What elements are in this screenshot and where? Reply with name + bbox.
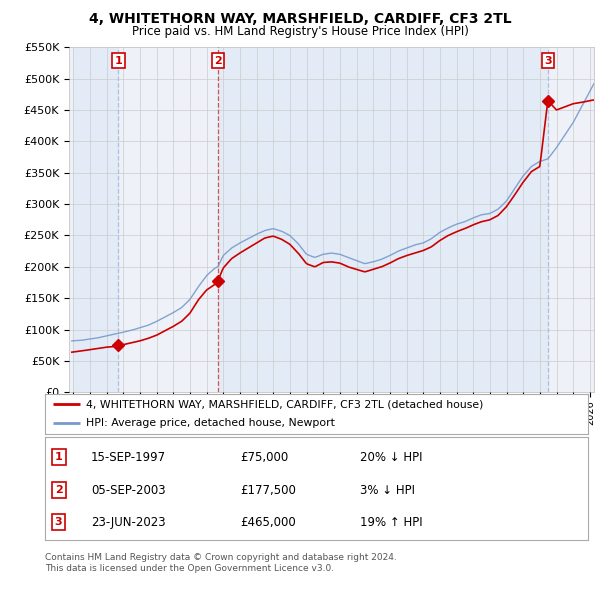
- Text: 23-JUN-2023: 23-JUN-2023: [91, 516, 166, 529]
- Bar: [73, 47, 118, 392]
- Text: This data is licensed under the Open Government Licence v3.0.: This data is licensed under the Open Gov…: [45, 564, 334, 573]
- Text: 1: 1: [115, 56, 122, 66]
- Bar: [218, 47, 548, 392]
- Text: £177,500: £177,500: [241, 484, 296, 497]
- Text: 3% ↓ HPI: 3% ↓ HPI: [360, 484, 415, 497]
- Text: 3: 3: [55, 517, 62, 527]
- Text: 2: 2: [214, 56, 222, 66]
- Text: 05-SEP-2003: 05-SEP-2003: [91, 484, 166, 497]
- Text: Price paid vs. HM Land Registry's House Price Index (HPI): Price paid vs. HM Land Registry's House …: [131, 25, 469, 38]
- Text: 3: 3: [544, 56, 551, 66]
- Text: 4, WHITETHORN WAY, MARSHFIELD, CARDIFF, CF3 2TL: 4, WHITETHORN WAY, MARSHFIELD, CARDIFF, …: [89, 12, 511, 26]
- Text: HPI: Average price, detached house, Newport: HPI: Average price, detached house, Newp…: [86, 418, 335, 428]
- Text: 4, WHITETHORN WAY, MARSHFIELD, CARDIFF, CF3 2TL (detached house): 4, WHITETHORN WAY, MARSHFIELD, CARDIFF, …: [86, 399, 483, 409]
- Text: £75,000: £75,000: [241, 451, 289, 464]
- Text: Contains HM Land Registry data © Crown copyright and database right 2024.: Contains HM Land Registry data © Crown c…: [45, 553, 397, 562]
- Text: 15-SEP-1997: 15-SEP-1997: [91, 451, 166, 464]
- Text: 2: 2: [55, 486, 62, 495]
- Text: 19% ↑ HPI: 19% ↑ HPI: [360, 516, 422, 529]
- Text: 1: 1: [55, 453, 62, 462]
- Text: £465,000: £465,000: [241, 516, 296, 529]
- Text: 20% ↓ HPI: 20% ↓ HPI: [360, 451, 422, 464]
